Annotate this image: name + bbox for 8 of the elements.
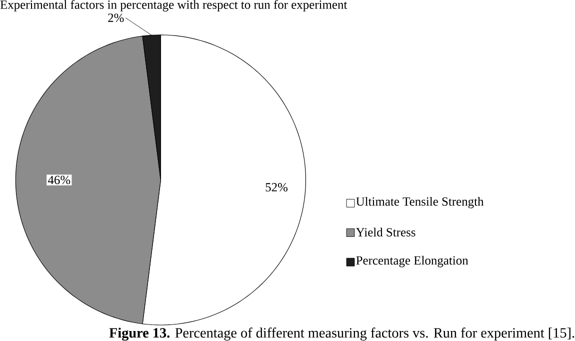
legend-label: Yield Stress xyxy=(356,228,416,237)
legend-label: Percentage Elongation xyxy=(356,256,468,268)
text: Figure 13. Percentage of different measuring factors vs. Run for experiment [15]. xyxy=(109,328,574,341)
chart-title: Experimental factors in percentage with respect to run for experiment xyxy=(0,0,348,12)
legend-label: Ultimate Tensile Strength xyxy=(356,197,484,208)
data-label: 2% xyxy=(108,14,124,22)
data-label: 46% xyxy=(48,176,70,184)
data-label: 52% xyxy=(266,183,288,192)
